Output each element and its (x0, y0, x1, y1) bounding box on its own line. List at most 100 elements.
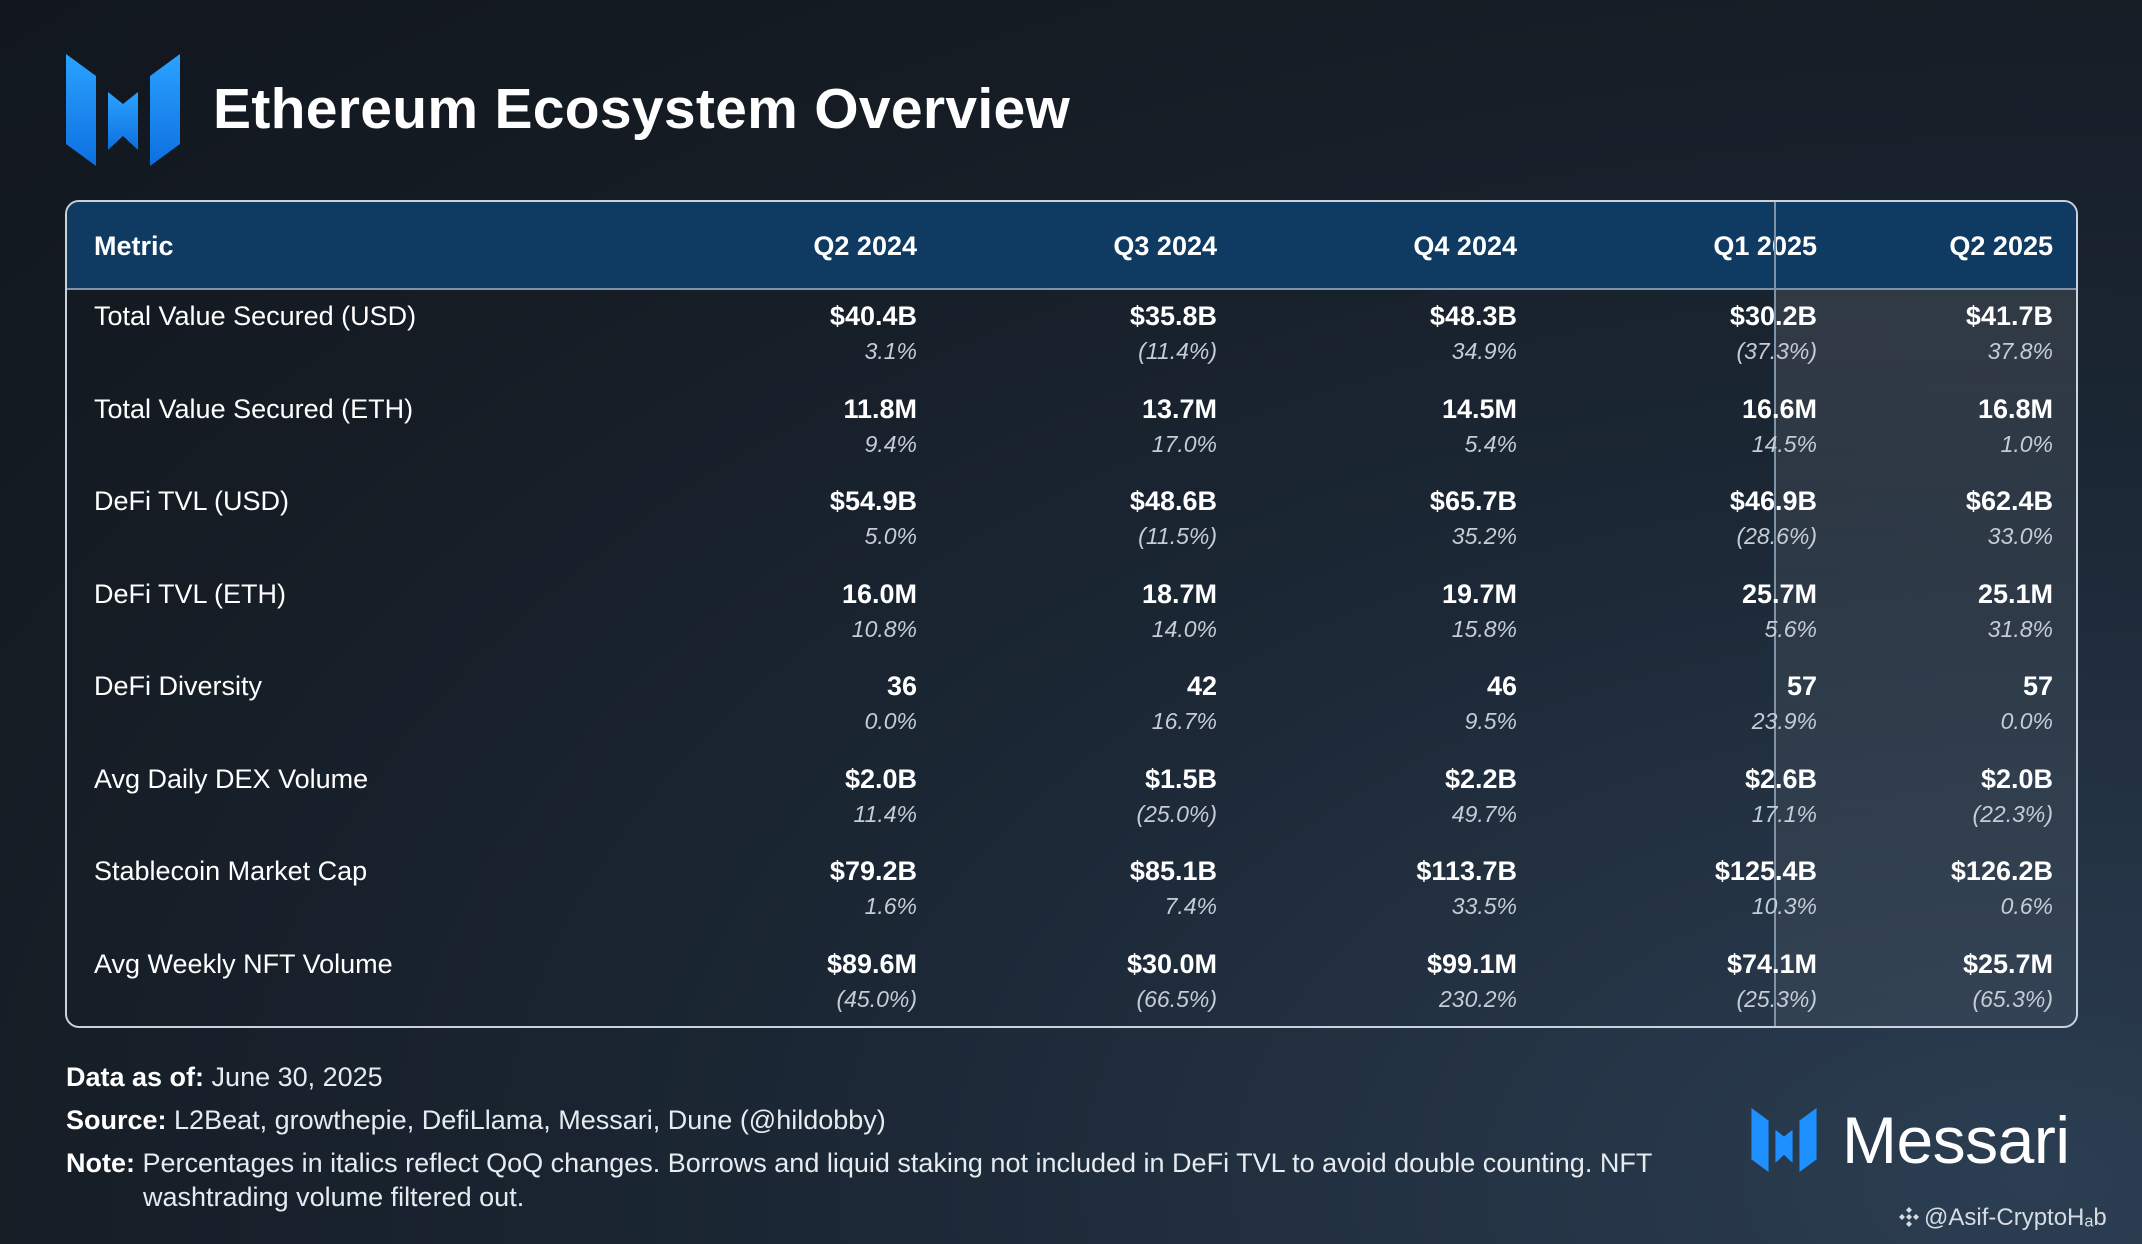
watermark-text: @Asif-CryptoHₐb (1924, 1204, 2107, 1231)
cell-value: $65.7B (1429, 486, 1517, 516)
watermark: @Asif-CryptoHₐb (1898, 1204, 2107, 1232)
cell-change: 33.0% (1987, 523, 2053, 549)
cell-change: 230.2% (1438, 985, 1517, 1012)
cell-value: $2.0B (844, 763, 917, 794)
data-as-of-value: June 30, 2025 (204, 1062, 383, 1092)
header-q2-2025: Q2 2025 (1949, 231, 2053, 261)
cell-change: 1.0% (2000, 430, 2053, 457)
cell-change: (11.4%) (1138, 338, 1217, 364)
highlight-column-q2-2025 (1775, 290, 2076, 1026)
table-row: DeFi TVL (ETH) 16.0M 10.8% 18.7M 14.0% 19.7M 1… (67, 568, 2076, 660)
cell-value: $79.2B (829, 856, 917, 886)
table-row: Total Value Secured (ETH) 11.8M 9.4% 13.7M 1… (67, 383, 2076, 475)
page-title: Ethereum Ecosystem Overview (213, 77, 1071, 141)
cell-value: 16.6M (1741, 393, 1817, 424)
cell-change: (22.3%) (1972, 800, 2053, 827)
metric-name: Avg Daily DEX Volume (94, 763, 369, 794)
cell-value: $54.9B (829, 486, 917, 516)
header-q1-2025: Q1 2025 (1713, 231, 1817, 261)
cell-value: 16.0M (841, 578, 917, 609)
cell-value: 57 (1786, 671, 1817, 701)
cell-change: (25.3%) (1736, 985, 1817, 1012)
header-metric: Metric (94, 231, 174, 261)
cell-change: (37.3%) (1736, 338, 1817, 364)
note-label: Note: (66, 1148, 135, 1178)
cell-value: $25.7M (1962, 948, 2053, 979)
cell-change: 7.4% (1164, 893, 1217, 919)
cell-change: 37.8% (1987, 338, 2053, 364)
cell-change: 5.4% (1464, 430, 1517, 457)
cell-change: 15.8% (1451, 615, 1517, 642)
cell-value: 36 (886, 671, 917, 701)
cell-change: (66.5%) (1136, 985, 1217, 1012)
overview-table: Metric Q2 2024 Q3 2024 Q4 2024 Q1 2025 Q… (65, 200, 2078, 1028)
metric-name: DeFi TVL (USD) (94, 486, 290, 516)
cell-value: $85.1B (1129, 856, 1217, 886)
header-q4-2024: Q4 2024 (1413, 231, 1517, 261)
messari-logo-icon (66, 54, 180, 166)
metric-name: DeFi TVL (ETH) (94, 578, 287, 609)
cell-value: 13.7M (1141, 393, 1217, 424)
header-q3-2024: Q3 2024 (1113, 231, 1217, 261)
cell-value: $1.5B (1144, 763, 1217, 794)
cell-change: 49.7% (1451, 800, 1517, 827)
cell-value: 19.7M (1441, 578, 1517, 609)
cell-change: (25.0%) (1136, 800, 1217, 827)
cell-change: 33.5% (1451, 893, 1517, 919)
note-text-1: Percentages in italics reflect QoQ chang… (135, 1148, 1653, 1178)
table-row: Total Value Secured (USD) $40.4B 3.1% $35.8… (67, 290, 2076, 382)
cell-value: $62.4B (1965, 486, 2053, 516)
cell-value: 18.7M (1141, 578, 1217, 609)
cell-change: 9.5% (1464, 708, 1517, 734)
cell-change: 5.6% (1764, 615, 1817, 642)
table-row: DeFi Diversity 36 0.0% 42 16.7% 46 9.5% 57 23.9%… (67, 660, 2076, 752)
cell-change: 17.0% (1151, 430, 1217, 457)
data-as-of: Data as of: June 30, 2025 (66, 1062, 383, 1093)
column-divider (1774, 202, 1776, 1026)
cell-value: $89.6M (826, 948, 917, 979)
metric-name: Total Value Secured (USD) (94, 301, 417, 331)
cell-value: 11.8M (843, 393, 917, 424)
cell-value: $99.1M (1426, 948, 1517, 979)
cell-value: $48.3B (1429, 301, 1517, 331)
cell-change: 9.4% (864, 430, 917, 457)
cell-value: 25.7M (1741, 578, 1817, 609)
cell-change: 17.1% (1751, 800, 1817, 827)
cell-value: $74.1M (1726, 948, 1817, 979)
cell-change: 35.2% (1451, 523, 1517, 549)
data-as-of-label: Data as of: (66, 1062, 205, 1092)
cell-change: 11.4% (853, 800, 917, 827)
cell-change: 16.7% (1151, 708, 1217, 734)
binance-diamond-icon (1899, 1207, 1919, 1227)
source-line: Source: L2Beat, growthepie, DefiLlama, M… (66, 1105, 886, 1136)
cell-change: 23.9% (1751, 708, 1817, 734)
cell-change: 14.5% (1751, 430, 1817, 457)
metric-name: Avg Weekly NFT Volume (94, 948, 393, 979)
table-row: Avg Weekly NFT Volume $89.6M (45.0%) $30.0M… (67, 938, 2076, 1027)
cell-change: (28.6%) (1736, 523, 1817, 549)
cell-change: 3.1% (864, 338, 917, 364)
cell-change: (45.0%) (836, 985, 917, 1012)
table-row: Avg Daily DEX Volume $2.0B 11.4% $1.5B (25.0… (67, 753, 2076, 845)
cell-value: $2.0B (1980, 763, 2053, 794)
table-row: Stablecoin Market Cap $79.2B 1.6% $85.1B 7.4… (67, 845, 2076, 937)
metric-name: Stablecoin Market Cap (94, 856, 368, 886)
note-text-2: washtrading volume filtered out. (143, 1182, 525, 1212)
cell-value: 14.5M (1441, 393, 1517, 424)
note-line: Note: Percentages in italics reflect QoQ… (66, 1148, 1652, 1179)
cell-change: 0.6% (2000, 893, 2053, 919)
brand-name: Messari (1842, 1103, 2070, 1177)
cell-change: (65.3%) (1972, 985, 2053, 1012)
cell-value: $126.2B (1950, 856, 2053, 886)
cell-change: 0.0% (2000, 708, 2053, 734)
cell-value: 16.8M (1977, 393, 2053, 424)
source-label: Source: (66, 1105, 167, 1135)
cell-value: $2.6B (1744, 763, 1817, 794)
metric-name: DeFi Diversity (94, 671, 263, 701)
cell-change: 5.0% (864, 523, 917, 549)
metric-name: Total Value Secured (ETH) (94, 393, 414, 424)
cell-value: $30.0M (1126, 948, 1217, 979)
cell-value: 57 (2022, 671, 2053, 701)
cell-value: $30.2B (1729, 301, 1817, 331)
cell-change: 31.8% (1987, 615, 2053, 642)
